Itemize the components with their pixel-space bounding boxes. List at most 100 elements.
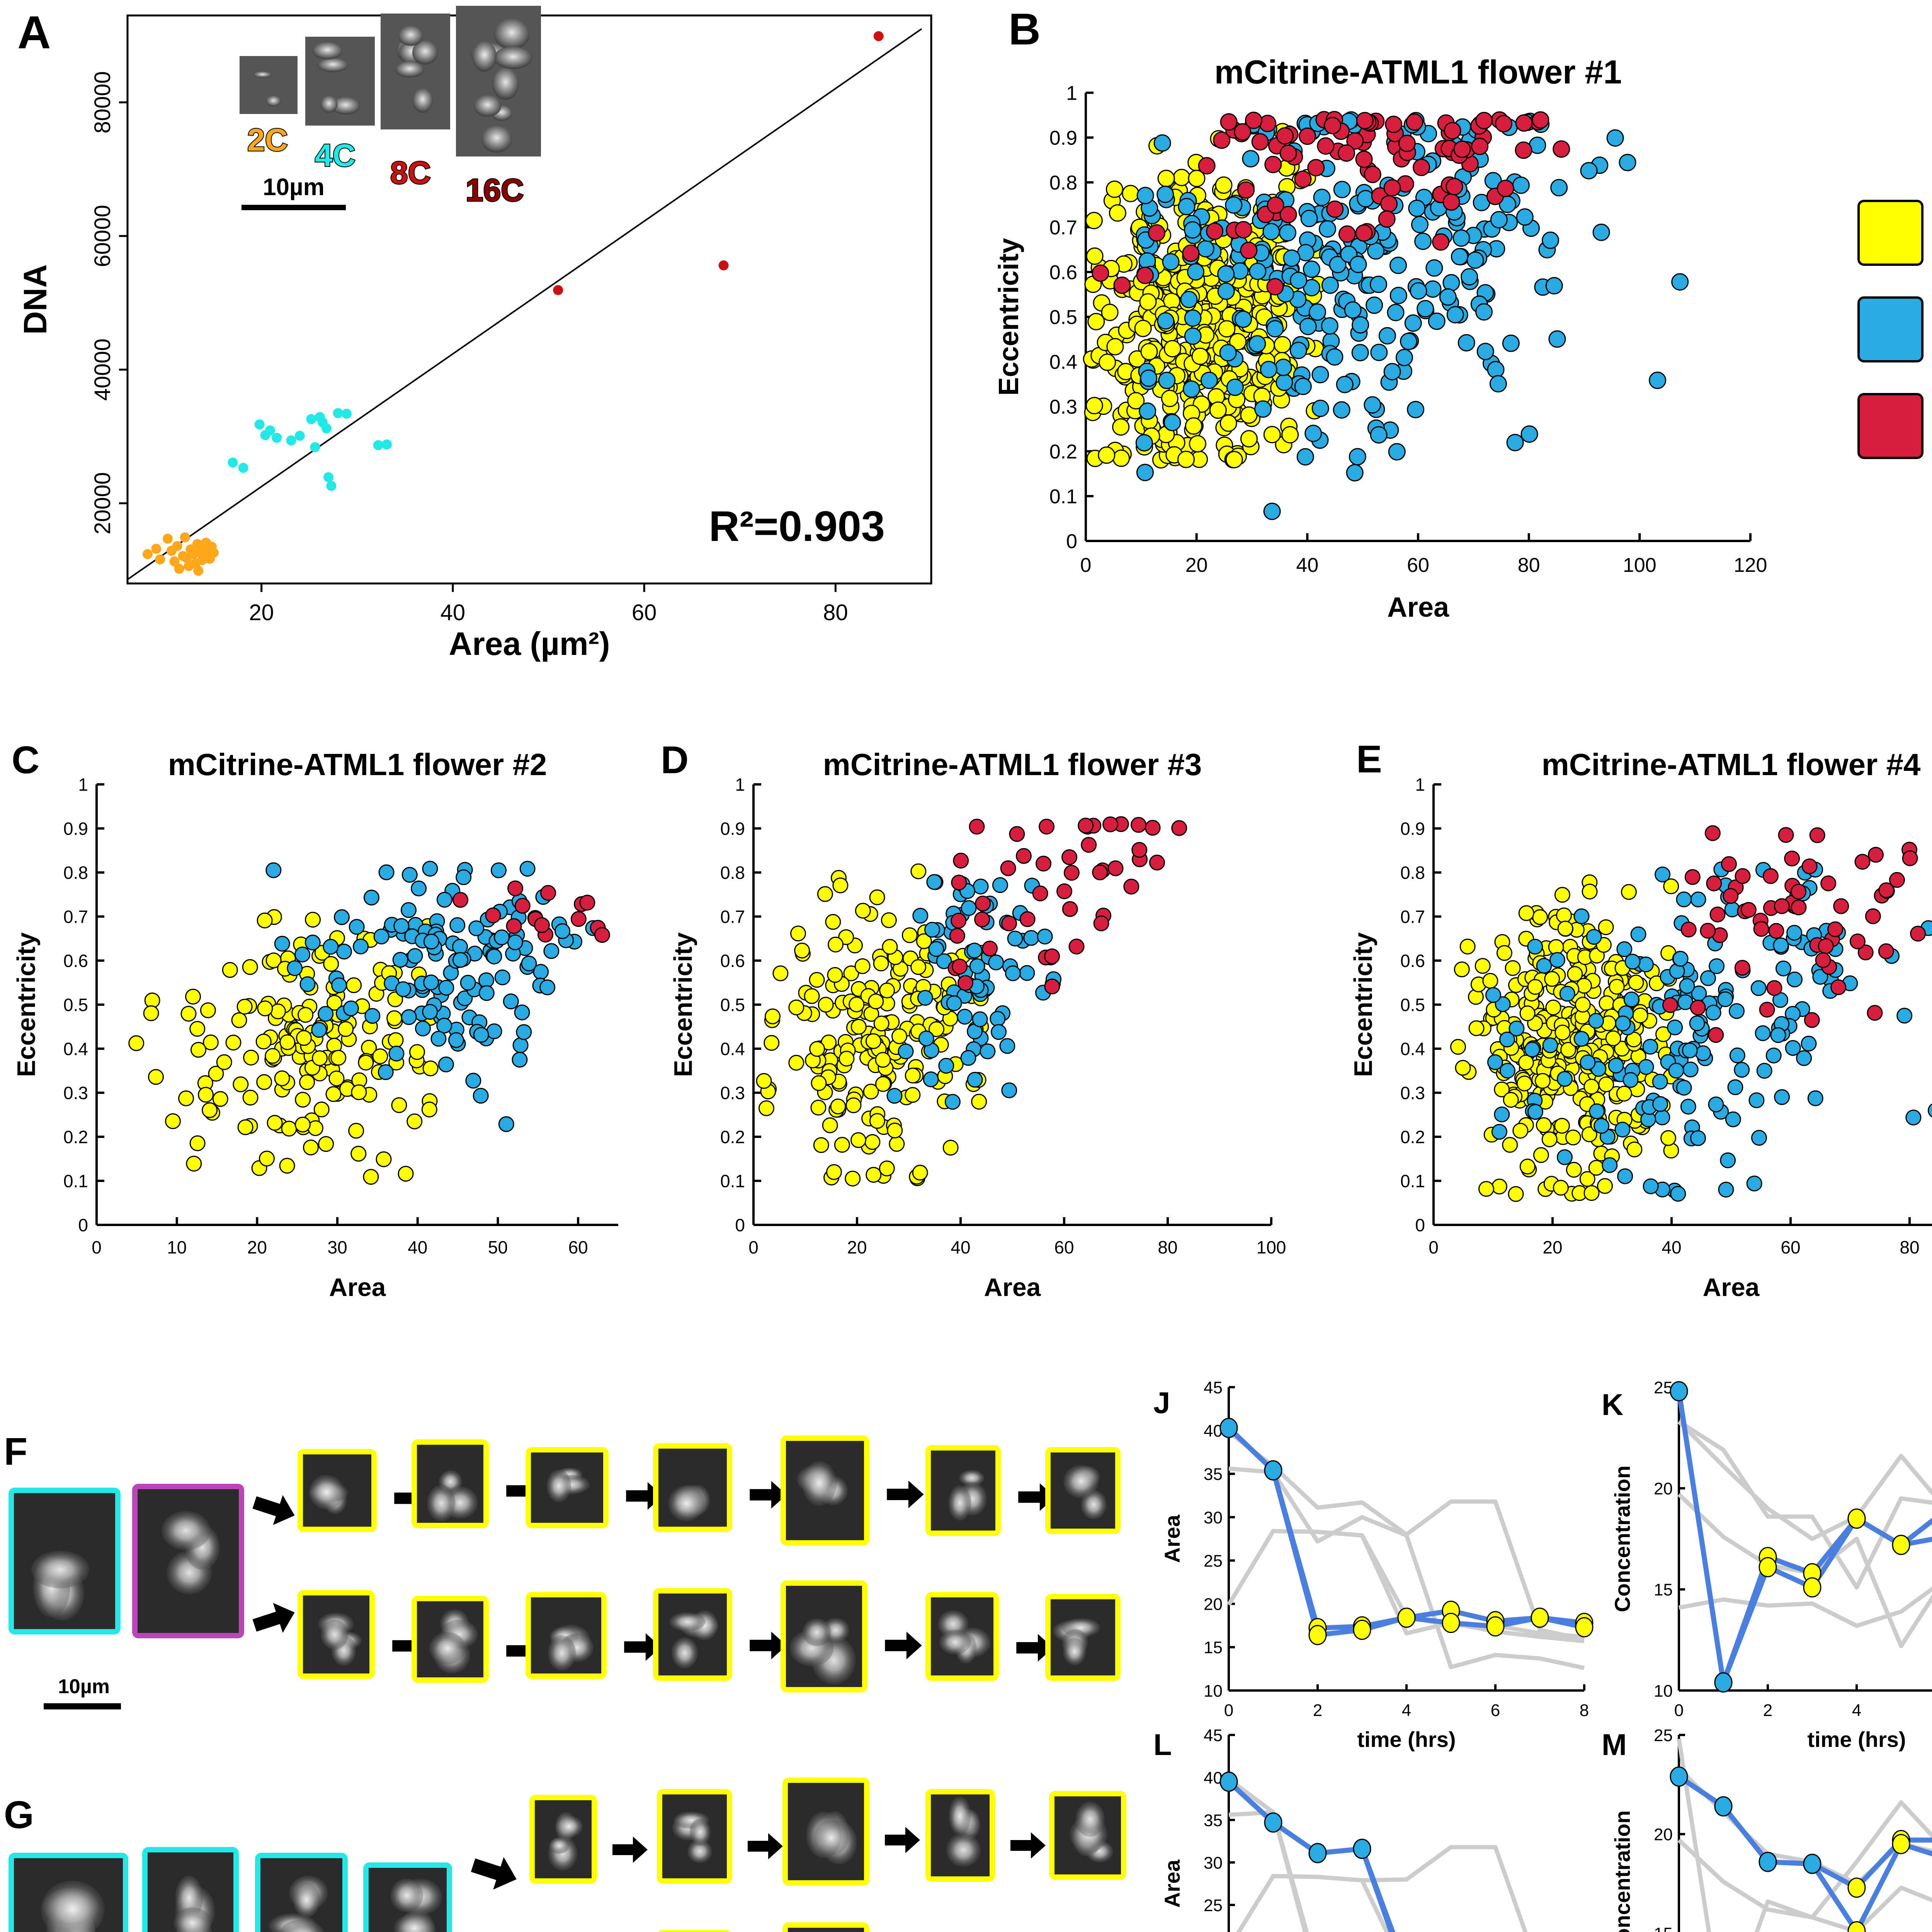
data-point-4C (382, 439, 392, 450)
data-point-≥8C (1768, 923, 1784, 939)
x-tick-label: 50 (488, 1237, 508, 1257)
y-tick-label: 0.5 (720, 995, 745, 1015)
data-point-4C (1619, 154, 1636, 172)
micrograph-image (931, 1597, 993, 1675)
data-point-4C (898, 1043, 914, 1060)
data-point-2C (422, 1060, 439, 1077)
data-point-4C (1274, 359, 1292, 376)
data-point-4C (1727, 1079, 1743, 1095)
arrow-icon (883, 1625, 923, 1666)
data-point-≥8C (1442, 193, 1460, 211)
data-point-4C (1336, 376, 1354, 393)
data-point-4C (1417, 300, 1434, 318)
data-point-2C (1516, 1075, 1532, 1092)
data-point-2C (421, 1101, 437, 1117)
micrograph-svg (14, 1858, 123, 1932)
micrograph-svg (138, 1489, 239, 1633)
data-point-4C (1037, 929, 1053, 945)
data-point-4C (1184, 221, 1201, 239)
y-tick-label: 35 (1204, 1465, 1223, 1484)
data-point-≥8C (1515, 114, 1533, 132)
data-point-4C (1708, 1096, 1724, 1112)
data-point-4C (1643, 1178, 1659, 1194)
data-point-2C (817, 886, 833, 902)
y-tick-label: 0.1 (1049, 486, 1077, 508)
data-point-4C (1225, 196, 1243, 214)
data-point-2C (810, 1100, 827, 1116)
micrograph-svg (369, 1868, 447, 1932)
data-point-2C (1455, 1060, 1471, 1076)
data-point-4C (1217, 282, 1235, 300)
data-point-2C (1560, 1042, 1577, 1058)
data-point-4C (1140, 369, 1158, 387)
data-point-2C (1518, 905, 1534, 921)
y-tick-label: 0 (1066, 531, 1077, 553)
nucleus-blob (481, 125, 512, 153)
data-point-4C (1461, 268, 1478, 286)
data-point-4C (1404, 314, 1422, 332)
data-point-2C (312, 1050, 328, 1066)
data-point-4C (999, 1038, 1015, 1054)
nucleus-blob (494, 46, 532, 69)
data-point-≥8C (1684, 869, 1701, 885)
data-point-4C (452, 952, 468, 968)
y-tick-label: 80000 (90, 71, 115, 133)
micrograph-image (369, 1868, 447, 1932)
micrograph-cell (363, 1862, 452, 1932)
data-point-≥8C (1475, 112, 1493, 129)
data-point-4C (1378, 327, 1396, 345)
nucleus-blob (330, 97, 361, 115)
x-tick-label: 20 (249, 600, 274, 625)
data-point-2C (294, 1116, 311, 1133)
panel-k: K 0246810152025time (hrs)Concentration (1596, 1364, 1932, 1752)
panel-k-letter: K (1602, 1388, 1624, 1422)
x-axis-label: time (hrs) (1807, 1727, 1906, 1752)
data-point-2C (809, 972, 825, 988)
data-point-4C (1489, 375, 1507, 393)
data-point-≥8C (1708, 1027, 1724, 1043)
micrograph-svg (1054, 1796, 1121, 1874)
micrograph-image (1054, 1796, 1121, 1874)
data-point-2C (189, 1021, 206, 1037)
x-tick-label: 0 (92, 1237, 102, 1257)
data-point-2C (854, 958, 871, 974)
data-point-2C (1185, 417, 1202, 435)
data-point-4C (1442, 274, 1460, 292)
x-tick-label: 100 (1257, 1237, 1286, 1257)
data-point-≥8C (1237, 181, 1255, 199)
data-point-≥8C (1515, 141, 1532, 159)
data-point-4C (1638, 1059, 1654, 1075)
data-point-2C (351, 1084, 367, 1100)
background-track (1228, 1810, 1308, 1932)
y-tick-label: 20000 (90, 472, 115, 534)
micrograph-image (786, 1441, 864, 1540)
data-point-2C (901, 927, 918, 943)
data-point-2C (190, 1042, 207, 1058)
data-point-2C (330, 1049, 347, 1066)
data-marker (1264, 1460, 1282, 1481)
nucleus-blob (395, 61, 425, 78)
data-point-4C (944, 1094, 961, 1110)
data-point-4C (1266, 320, 1284, 338)
data-point-2C (1616, 1085, 1632, 1102)
micrograph-svg (1051, 1599, 1115, 1675)
data-point-2C (1229, 333, 1247, 350)
data-point-≥8C (1251, 133, 1269, 151)
data-point-≥8C (949, 928, 965, 944)
data-point-4C (1592, 223, 1610, 241)
y-tick-label: 30 (1204, 1508, 1223, 1527)
y-tick-label: 0.5 (63, 995, 88, 1015)
panel-j-letter: J (1153, 1386, 1170, 1420)
data-point-2C (764, 1035, 780, 1051)
data-point-4C (401, 902, 417, 918)
data-point-2C (200, 1002, 216, 1019)
data-point-4C (1807, 1090, 1823, 1106)
y-tick-label: 20 (1654, 1825, 1673, 1844)
data-point-4C (1007, 930, 1023, 947)
data-point-4C (1602, 1157, 1618, 1173)
y-tick-label: 0.7 (1400, 907, 1425, 927)
data-point-2C (830, 1099, 846, 1115)
data-point-4C (1346, 464, 1364, 481)
data-point-2C (363, 1169, 379, 1185)
